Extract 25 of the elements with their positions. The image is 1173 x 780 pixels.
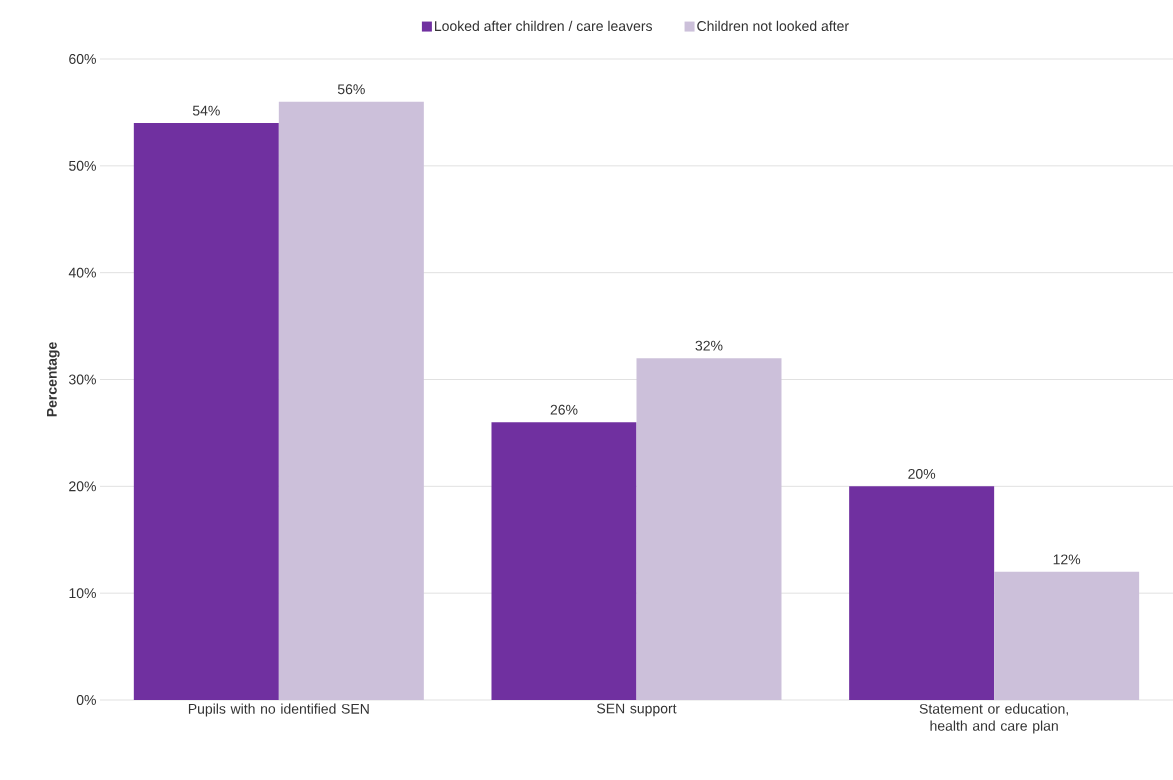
y-tick-label: 50% (69, 160, 96, 171)
x-tick-label: Statement or education, health and care plan (919, 703, 1068, 734)
y-axis-title: Percentage (47, 342, 60, 417)
data-label: 54% (192, 105, 220, 116)
data-label: 56% (337, 84, 365, 95)
y-tick-label: 10% (69, 588, 96, 599)
legend-label: Children not looked after (697, 20, 849, 32)
y-tick-label: 20% (69, 481, 96, 492)
data-label: 12% (1053, 554, 1081, 565)
data-label: 26% (550, 404, 578, 415)
bar (636, 358, 782, 700)
data-label: 32% (695, 340, 723, 351)
y-tick-label: 30% (68, 374, 96, 385)
bar (491, 422, 637, 700)
y-tick-label: 0% (76, 695, 96, 705)
y-tick-label: 60% (69, 54, 96, 64)
bar (994, 571, 1140, 700)
bar (278, 101, 424, 700)
x-tick-label: SEN support (597, 703, 677, 717)
bar (133, 123, 279, 700)
bar (849, 486, 995, 700)
data-label: 20% (908, 468, 936, 479)
y-tick-label: 40% (68, 267, 96, 278)
legend-label: Looked after children / care leavers (435, 20, 653, 32)
x-tick-label: Pupils with no identified SEN (188, 703, 369, 717)
